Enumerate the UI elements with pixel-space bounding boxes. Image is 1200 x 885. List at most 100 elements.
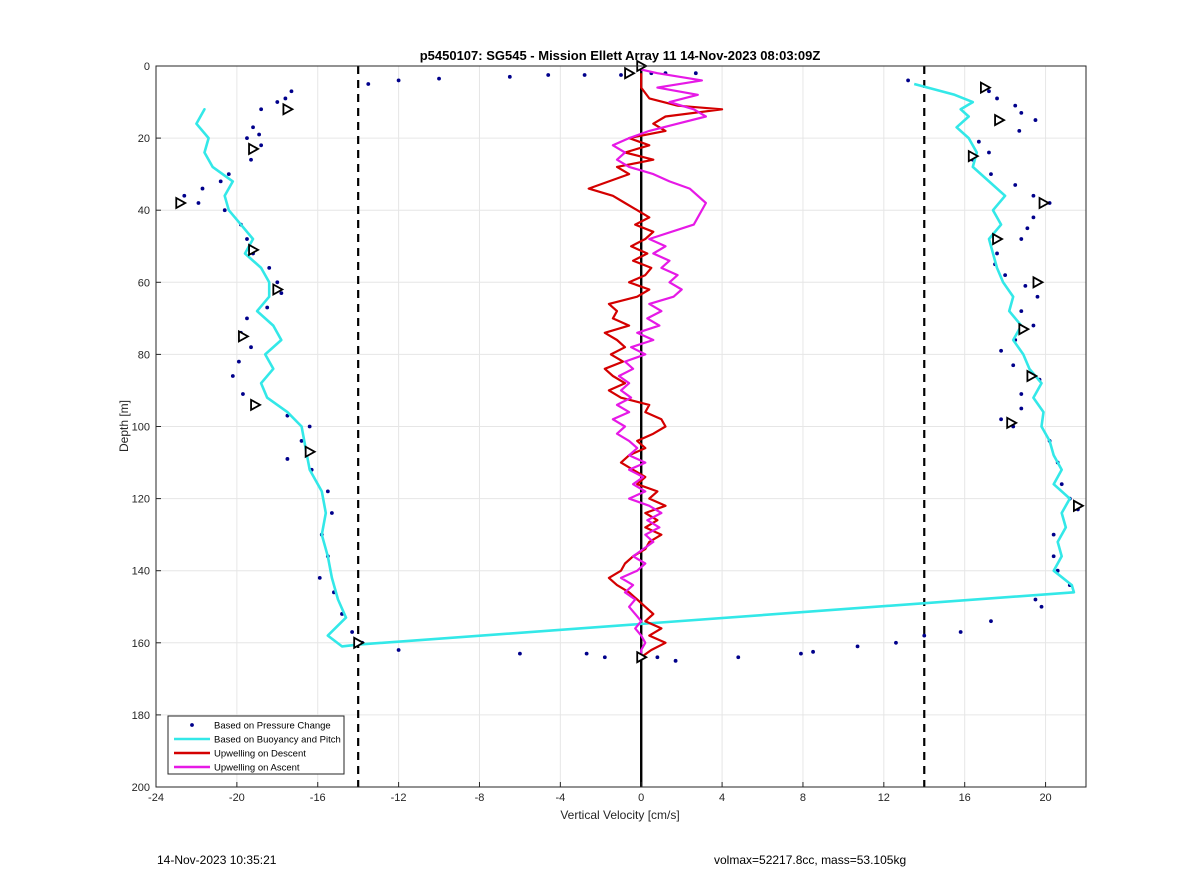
x-tick-label: 4	[719, 792, 725, 804]
legend-swatch	[190, 723, 194, 727]
pressure-point	[325, 489, 330, 494]
x-tick-label: -16	[310, 792, 326, 804]
legend-label: Based on Pressure Change	[214, 721, 331, 732]
x-tick-label: 0	[638, 792, 644, 804]
pressure-point	[1035, 294, 1040, 299]
pressure-point	[283, 96, 288, 101]
pressure-point	[396, 78, 401, 83]
pressure-point	[736, 655, 741, 660]
pressure-point	[987, 150, 991, 155]
x-tick-label: 12	[878, 792, 890, 804]
triangle-marker	[1073, 499, 1085, 513]
pressure-point	[275, 280, 280, 285]
pressure-point	[1013, 183, 1018, 187]
pressure-point	[285, 457, 290, 461]
pressure-point	[437, 76, 441, 81]
pressure-point	[989, 619, 993, 624]
pressure-point	[1033, 597, 1038, 602]
pressure-point	[245, 237, 249, 241]
x-tick-label: -24	[148, 792, 164, 804]
pressure-point	[655, 655, 660, 660]
pressure-point	[396, 648, 401, 652]
pressure-point	[249, 157, 253, 162]
footer-timestamp: 14-Nov-2023 10:35:21	[157, 853, 277, 867]
legend-label: Based on Buoyancy and Pitch	[214, 735, 341, 746]
pressure-point	[251, 125, 255, 130]
y-tick-label: 180	[132, 710, 150, 722]
pressure-point	[259, 107, 264, 112]
y-tick-label: 60	[138, 277, 150, 289]
pressure-point	[1017, 128, 1022, 133]
y-axis-label: Depth [m]	[117, 400, 131, 452]
pressure-point	[1013, 103, 1018, 108]
pressure-point	[1019, 392, 1024, 396]
triangle-marker	[175, 196, 188, 210]
triangle-marker	[282, 102, 295, 116]
triangle-marker	[272, 282, 285, 297]
pressure-point	[799, 651, 803, 656]
pressure-point	[196, 201, 201, 205]
pressure-point	[236, 359, 241, 364]
triangle-marker	[636, 650, 649, 664]
triangle-marker	[1026, 369, 1039, 383]
pressure-point	[1031, 323, 1036, 328]
pressure-point	[1025, 226, 1030, 231]
pressure-point	[958, 630, 963, 634]
pressure-point	[307, 424, 312, 429]
pressure-point	[1011, 363, 1016, 368]
pressure-point	[518, 651, 522, 656]
x-tick-label: -4	[555, 792, 565, 804]
triangle-marker	[624, 66, 636, 80]
pressure-point	[249, 345, 253, 350]
pressure-point	[226, 172, 231, 177]
buoyancy-line	[195, 82, 1076, 648]
pressure-point	[987, 89, 991, 94]
pressure-point	[182, 193, 187, 198]
pressure-point	[1031, 193, 1036, 198]
pressure-point	[366, 82, 371, 86]
y-tick-label: 120	[132, 494, 150, 506]
pressure-point	[1039, 604, 1044, 609]
grid	[155, 65, 1086, 788]
triangle-marker	[1038, 196, 1051, 210]
triangle-marker	[248, 243, 260, 257]
series-layer	[175, 59, 1085, 664]
pressure-point	[1003, 273, 1008, 277]
pressure-point	[265, 305, 270, 310]
legend-label: Upwelling on Ascent	[214, 763, 300, 774]
pressure-point	[619, 73, 623, 77]
pressure-point	[1019, 309, 1024, 314]
pressure-point	[1023, 284, 1028, 288]
pressure-point	[855, 644, 860, 649]
x-tick-label: 8	[800, 792, 806, 804]
pressure-point	[995, 96, 999, 101]
triangle-marker	[250, 398, 262, 412]
footer-info: volmax=52217.8cc, mass=53.105kg	[714, 853, 907, 867]
y-tick-label: 100	[132, 422, 150, 434]
pressure-point	[546, 73, 551, 77]
x-tick-label: -8	[475, 792, 485, 804]
descent-line	[587, 73, 724, 659]
pressure-point	[245, 136, 249, 141]
y-tick-label: 80	[138, 349, 150, 361]
pressure-point	[693, 71, 698, 76]
pressure-point	[267, 265, 272, 270]
pressure-point	[257, 132, 262, 137]
y-tick-label: 20	[138, 133, 150, 145]
legend: Based on Pressure Change Based on Buoyanc…	[167, 715, 345, 775]
pressure-point	[584, 651, 589, 656]
chart-title: p5450107: SG545 - Mission Ellett Array 1…	[420, 48, 821, 63]
pressure-point	[289, 89, 294, 94]
triangle-marker	[238, 329, 250, 343]
pressure-point	[999, 417, 1003, 422]
triangle-marker	[304, 445, 317, 459]
pressure-point	[259, 143, 264, 148]
x-tick-label: 16	[959, 792, 971, 804]
triangle-marker	[248, 142, 260, 156]
pressure-point	[279, 291, 284, 296]
triangle-marker	[353, 636, 366, 650]
pressure-point	[218, 179, 223, 184]
ascent-line	[611, 68, 707, 658]
pressure-point	[673, 658, 678, 663]
